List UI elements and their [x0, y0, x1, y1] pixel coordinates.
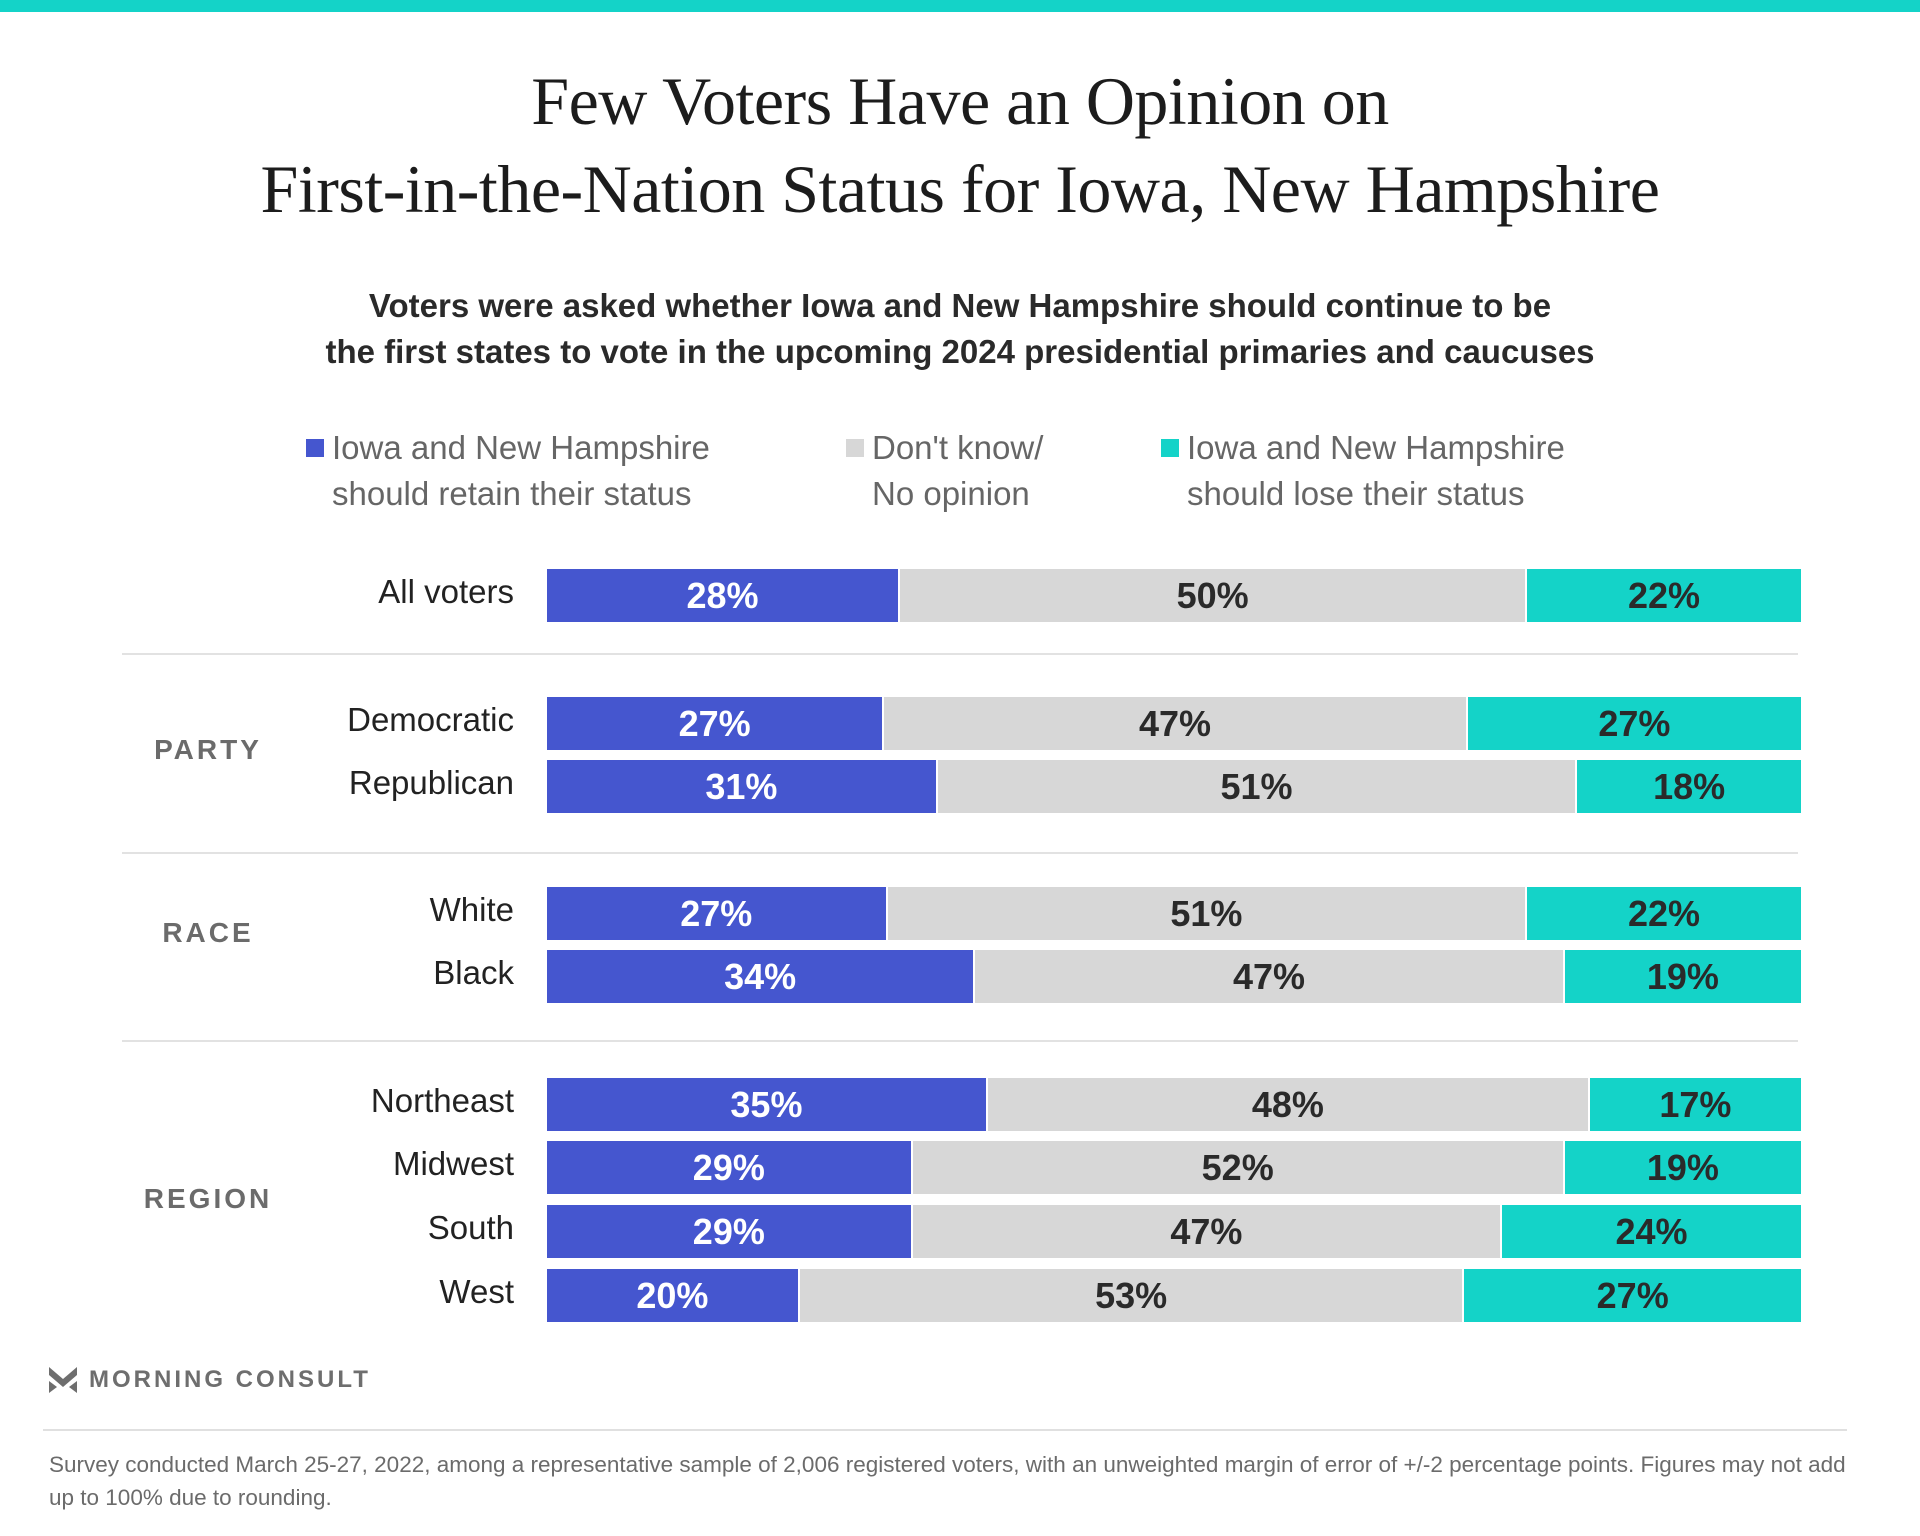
logo-chevron-icon — [49, 1367, 77, 1393]
subtitle-line-2: the first states to vote in the upcoming… — [325, 333, 1595, 370]
bar-lose: 27% — [1462, 1269, 1801, 1322]
bar-lose: 22% — [1525, 569, 1801, 622]
group-label-region: REGION — [143, 1183, 273, 1214]
legend-text: Don't know/ — [872, 429, 1044, 466]
bar-lose: 27% — [1465, 697, 1801, 750]
legend-swatch-retain — [306, 439, 324, 457]
row-label: West — [439, 1273, 514, 1310]
bar-lose: 22% — [1525, 887, 1801, 940]
bar-retain: 31% — [547, 760, 936, 813]
bar-dont-know: 47% — [910, 1205, 1501, 1258]
bar-dont-know: 51% — [935, 760, 1576, 813]
bar-lose: 19% — [1562, 1141, 1801, 1194]
legend-text: Iowa and New Hampshire — [332, 429, 710, 466]
bar-dont-know: 47% — [882, 697, 1466, 750]
row-label: White — [429, 891, 514, 928]
legend-text: should retain their status — [332, 475, 692, 512]
bar-dont-know: 47% — [973, 950, 1563, 1003]
legend-retain: Iowa and New Hampshire should retain the… — [306, 425, 710, 517]
bar-dont-know: 48% — [985, 1078, 1588, 1131]
morning-consult-logo: MORNING CONSULT — [49, 1366, 371, 1394]
legend-dont-know: Don't know/ No opinion — [846, 425, 1044, 517]
chart-title-line-2: First-in-the-Nation Status for Iowa, New… — [260, 151, 1660, 227]
legend-lose: Iowa and New Hampshire should lose their… — [1161, 425, 1565, 517]
chart-title-line-1: Few Voters Have an Opinion on — [531, 63, 1389, 139]
bar-dont-know: 51% — [885, 887, 1526, 940]
footer-note: Survey conducted March 25-27, 2022, amon… — [49, 1452, 1846, 1510]
row-label: Northeast — [370, 1082, 514, 1119]
group-divider — [122, 852, 1798, 854]
bar-retain: 34% — [547, 950, 974, 1003]
bar-lose: 19% — [1562, 950, 1801, 1003]
legend-text: No opinion — [872, 475, 1030, 512]
group-divider — [122, 653, 1798, 655]
bar-dont-know: 50% — [898, 569, 1526, 622]
bar-retain: 20% — [547, 1269, 798, 1322]
bar-retain: 27% — [547, 887, 886, 940]
subtitle-line-1: Voters were asked whether Iowa and New H… — [368, 287, 1552, 324]
row-label: Black — [433, 954, 514, 991]
legend-swatch-dont-know — [846, 439, 864, 457]
bar-dont-know: 53% — [797, 1269, 1463, 1322]
row-label: Midwest — [392, 1145, 514, 1182]
row-label: All voters — [378, 573, 514, 610]
top-accent-bar — [0, 0, 1920, 12]
footer-divider — [43, 1429, 1847, 1431]
group-label-party: PARTY — [154, 734, 262, 765]
bar-lose: 17% — [1587, 1078, 1801, 1131]
brand-name: MORNING CONSULT — [89, 1366, 371, 1393]
bar-dont-know: 52% — [910, 1141, 1563, 1194]
row-label: Democratic — [347, 701, 514, 738]
legend-text: should lose their status — [1187, 475, 1525, 512]
bar-retain: 27% — [547, 697, 883, 750]
group-label-race: RACE — [162, 917, 254, 948]
legend-text: Iowa and New Hampshire — [1187, 429, 1565, 466]
bar-retain: 35% — [547, 1078, 986, 1131]
bar-lose: 18% — [1575, 760, 1801, 813]
bar-retain: 29% — [547, 1205, 911, 1258]
row-label: Republican — [348, 764, 514, 801]
bar-retain: 29% — [547, 1141, 911, 1194]
bar-lose: 24% — [1500, 1205, 1801, 1258]
legend-swatch-lose — [1161, 439, 1179, 457]
row-label: South — [427, 1209, 514, 1246]
bar-retain: 28% — [547, 569, 899, 622]
group-divider — [122, 1040, 1798, 1042]
